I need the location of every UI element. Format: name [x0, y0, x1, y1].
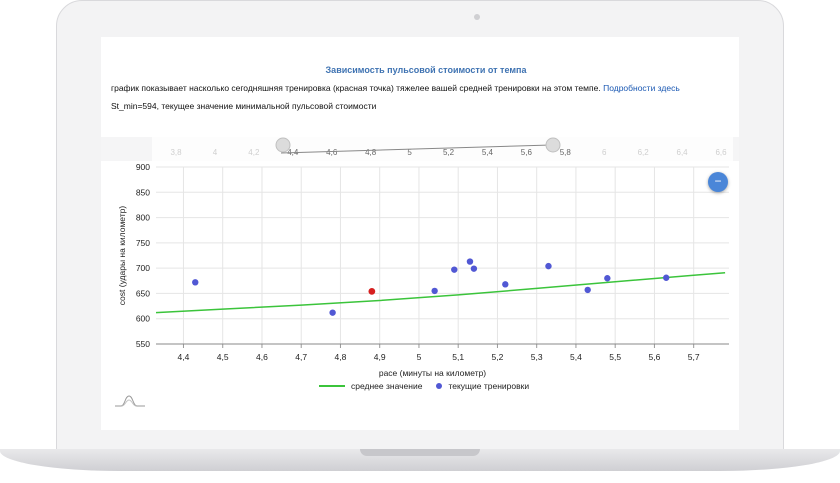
laptop-base — [0, 449, 840, 471]
y-tick-label: 650 — [136, 288, 150, 298]
x-axis-label: pace (минуты на километр) — [379, 368, 486, 378]
navigator-tick-label: 4 — [213, 148, 218, 157]
details-link[interactable]: Подробности здесь — [603, 83, 680, 93]
navigator-tick-label: 4,6 — [326, 148, 338, 157]
minus-icon: − — [714, 174, 722, 188]
x-tick-label: 4,6 — [256, 352, 268, 362]
y-tick-label: 750 — [136, 238, 150, 248]
x-tick-label: 5,6 — [649, 352, 661, 362]
navigator-tick-label: 4,8 — [365, 148, 377, 157]
legend-item-average[interactable]: среднее значение — [351, 381, 423, 391]
x-tick-label: 4,5 — [217, 352, 229, 362]
brand-logo-icon — [115, 395, 145, 407]
x-tick-label: 5,5 — [609, 352, 621, 362]
navigator-tick-label: 3,8 — [170, 148, 182, 157]
zoom-out-button[interactable]: − — [708, 172, 728, 192]
navigator-tick-label: 5,6 — [521, 148, 533, 157]
y-tick-label: 700 — [136, 263, 150, 273]
legend-dot-swatch — [436, 383, 443, 389]
x-tick-label: 5,7 — [688, 352, 700, 362]
workout-point — [192, 279, 199, 286]
average-trend-line — [155, 271, 726, 314]
workout-point — [431, 287, 438, 295]
navigator-series-line — [280, 144, 552, 154]
stmin-text: St_min=594, текущее значение минимальной… — [111, 101, 377, 111]
navigator-tick-label: 4,2 — [248, 148, 260, 157]
workout-point — [663, 274, 670, 281]
today-point — [368, 288, 376, 295]
grid — [156, 166, 729, 348]
workout-point — [545, 262, 552, 270]
x-tick-label: 4,8 — [335, 352, 347, 362]
chart-title: Зависимость пульсовой стоимости от темпа — [325, 65, 527, 75]
y-tick-label: 550 — [136, 339, 150, 349]
navigator-tick-label: 5 — [407, 148, 412, 157]
navigator-right-handle — [545, 137, 561, 153]
y-tick-label: 600 — [136, 314, 150, 324]
x-tick-label: 4,4 — [178, 352, 190, 362]
y-tick-label: 850 — [136, 187, 150, 197]
y-tick-label: 900 — [136, 162, 150, 172]
chart-svg: 3,8 4 4,2 4,4 4,6 4,8 5 5,2 5,4 5,6 5,8 6 6,2 6,4 6,6 4… — [101, 137, 739, 378]
x-tick-label: 5,1 — [452, 352, 464, 362]
workout-point — [329, 309, 336, 316]
x-tick-label: 5,4 — [570, 352, 582, 362]
workout-point — [466, 258, 474, 265]
laptop-notch — [360, 449, 480, 456]
workout-point — [470, 265, 478, 272]
navigator-tick-label: 6,4 — [677, 148, 689, 157]
x-tick-label: 5 — [417, 352, 422, 362]
camera-icon — [474, 14, 480, 20]
workout-point — [451, 266, 458, 273]
navigator-tick-label: 5,4 — [482, 148, 494, 157]
chart-description: график показывает насколько сегодняшняя … — [111, 83, 680, 93]
navigator-selection — [152, 137, 733, 161]
workout-point — [502, 281, 509, 288]
x-tick-label: 5,3 — [531, 352, 543, 362]
workout-point — [604, 275, 611, 282]
workout-point — [584, 286, 591, 294]
navigator-tick-label: 5,2 — [443, 148, 455, 157]
navigator-tick-label: 5,8 — [560, 148, 572, 157]
legend: среднее значение текущие тренировки — [319, 381, 529, 391]
description-text: график показывает насколько сегодняшняя … — [111, 83, 601, 93]
y-tick-label: 800 — [136, 213, 150, 223]
y-axis-label: cost (удары на километр) — [117, 206, 127, 306]
x-tick-label: 4,9 — [374, 352, 386, 362]
navigator-tick-label: 6,6 — [715, 148, 727, 157]
navigator-tick-label: 6,2 — [638, 148, 650, 157]
x-tick-label: 5,2 — [492, 352, 504, 362]
navigator-left-handle — [275, 137, 291, 153]
navigator-tick-label: 6 — [602, 148, 607, 157]
legend-item-current[interactable]: текущие тренировки — [448, 381, 530, 391]
legend-line-swatch — [319, 385, 345, 387]
x-tick-label: 4,7 — [295, 352, 307, 362]
screen: Зависимость пульсовой стоимости от темпа… — [101, 37, 739, 430]
